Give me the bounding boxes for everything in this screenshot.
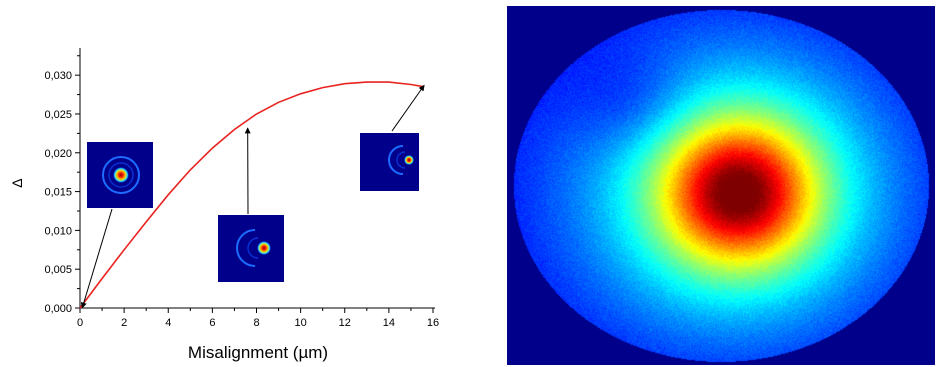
y-tick-label: 0,015 <box>44 187 72 199</box>
x-tick-label: 0 <box>77 317 83 329</box>
inset-beam-centered <box>87 142 153 208</box>
inset-beam-edge <box>360 133 419 191</box>
misalignment-plot: 0 2 4 6 8 10 12 14 16 0,0000,0050,0100,0150,0200… <box>9 48 439 362</box>
x-tick-label: 8 <box>253 317 259 329</box>
x-axis-title: Misalignment (µm) <box>188 343 328 362</box>
y-axis-ticks: 0,000 0,005 0,010 0,015 0,020 0,025 0,030 <box>44 55 80 315</box>
x-tick-label: 12 <box>339 317 351 329</box>
y-axis-title: Δ <box>9 178 25 187</box>
x-tick-label: 4 <box>165 317 171 329</box>
inset-beam-shifted <box>218 215 284 282</box>
x-tick-label: 2 <box>121 317 127 329</box>
y-tick-label: 0,020 <box>44 148 72 160</box>
annotation-arrow-1 <box>80 208 113 309</box>
y-tick-label: 0,010 <box>44 225 72 237</box>
beam-intensity-heatmap <box>507 6 935 365</box>
y-tick-label: 0,025 <box>44 109 72 121</box>
x-tick-label: 6 <box>209 317 215 329</box>
annotation-arrow-3 <box>391 84 425 132</box>
y-tick-label: 0,000 <box>44 303 72 315</box>
y-tick-label: 0,030 <box>44 70 72 82</box>
x-tick-label: 14 <box>383 317 395 329</box>
x-tick-label: 10 <box>295 317 307 329</box>
x-axis-ticks: 0 2 4 6 8 10 12 14 16 <box>77 308 439 329</box>
series-line <box>79 81 425 309</box>
y-tick-label: 0,005 <box>44 264 72 276</box>
x-tick-label: 16 <box>427 317 439 329</box>
